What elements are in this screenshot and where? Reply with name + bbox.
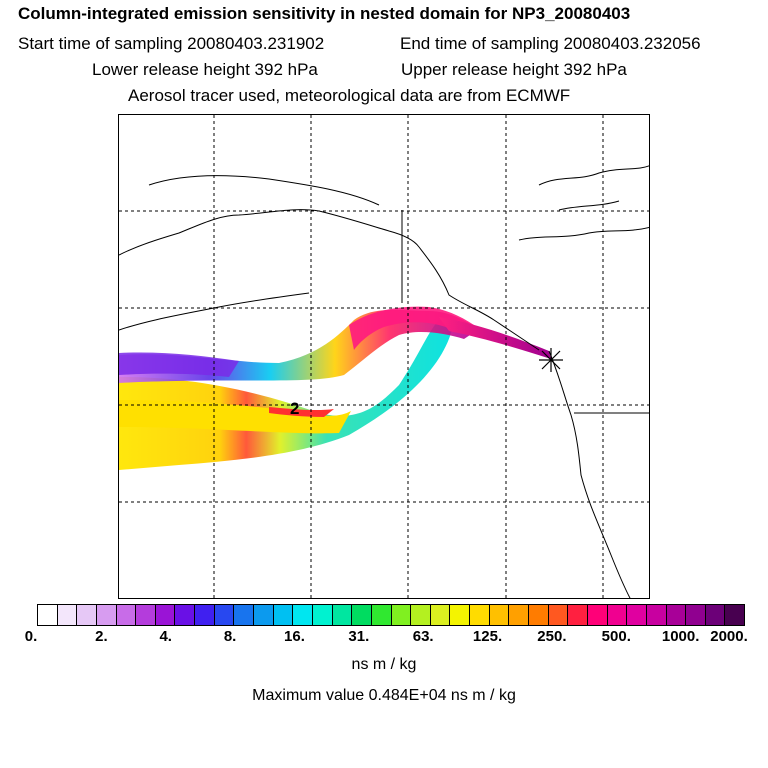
map-panel: 2 <box>118 114 650 599</box>
colorbar-swatch <box>293 605 313 625</box>
colorbar-swatch <box>352 605 372 625</box>
colorbar-swatch <box>450 605 471 625</box>
colorbar-swatch <box>234 605 255 625</box>
alaska-coast <box>119 209 540 351</box>
colorbar-swatch <box>725 605 745 625</box>
colorbar-swatch <box>529 605 549 625</box>
arctic-islands <box>518 165 649 241</box>
end-time: End time of sampling 20080403.232056 <box>400 34 701 53</box>
release-point-marker <box>539 348 563 372</box>
plume-upper-violet <box>119 352 239 377</box>
release-height-line: Lower release height 392 hPa Upper relea… <box>92 60 627 80</box>
colorbar-tick-label: 2. <box>95 628 108 645</box>
plume-lower-core <box>119 400 351 434</box>
colorbar-swatch <box>548 605 569 625</box>
colorbar-swatch <box>214 605 235 625</box>
colorbar-tick-label: 4. <box>159 628 172 645</box>
colorbar-swatch <box>587 605 608 625</box>
colorbar-swatch <box>332 605 353 625</box>
west-coast-na <box>548 350 631 598</box>
north-coast <box>148 175 380 206</box>
colorbar-swatch <box>666 605 687 625</box>
colorbar-ticks: 0. 2. 4. 8. 16. 31. 63. 125. 250. 500. 1000. 2000. <box>0 628 768 648</box>
colorbar-tick-label: 0. <box>24 628 38 645</box>
colorbar-tick-label: 2000. <box>710 628 748 645</box>
colorbar-swatch <box>489 605 510 625</box>
colorbar-swatch <box>391 605 412 625</box>
aleutian-chain <box>119 292 310 331</box>
colorbar-swatch <box>509 605 530 625</box>
colorbar-swatch <box>411 605 431 625</box>
colorbar-swatch <box>627 605 647 625</box>
colorbar-tick-label: 1000. <box>661 628 700 645</box>
lat-lon-grid <box>119 115 649 598</box>
colorbar-swatch <box>705 605 726 625</box>
colorbar-swatch <box>568 605 588 625</box>
plot-title: Column-integrated emission sensitivity i… <box>18 4 631 23</box>
colorbar-swatch <box>312 605 333 625</box>
colorbar-tick-label: 63. <box>412 628 434 645</box>
sampling-times-line: Start time of sampling 20080403.231902 E… <box>18 34 701 54</box>
colorbar-swatch <box>646 605 667 625</box>
colorbar-tick-label: 31. <box>348 628 370 645</box>
colorbar-swatch <box>57 605 78 625</box>
start-time: Start time of sampling 20080403.231902 <box>18 34 325 53</box>
colorbar-swatch <box>155 605 176 625</box>
colorbar-tick-label: 250. <box>537 628 567 645</box>
colorbar-swatch <box>195 605 215 625</box>
colorbar-swatch <box>116 605 137 625</box>
plume-upper-ridge <box>349 306 474 350</box>
colorbar-swatch <box>607 605 628 625</box>
colorbar-swatch <box>136 605 156 625</box>
colorbar-tick-label: 16. <box>284 628 305 645</box>
colorbar-tick-label: 8. <box>223 628 237 645</box>
colorbar-swatch <box>254 605 274 625</box>
colorbar-tick-label: 125. <box>472 628 503 645</box>
maximum-value: Maximum value 0.484E+04 ns m / kg <box>252 687 516 704</box>
colorbar-swatch <box>430 605 451 625</box>
colorbar-swatch <box>273 605 294 625</box>
colorbar <box>37 604 745 626</box>
colorbar-tick-label: 500. <box>601 628 631 645</box>
model-info: Aerosol tracer used, meteorological data… <box>128 86 571 105</box>
colorbar-swatch <box>371 605 392 625</box>
plume-lower-band <box>119 320 454 470</box>
map-label: 2 <box>290 399 299 418</box>
colorbar-swatch <box>686 605 706 625</box>
colorbar-swatch <box>470 605 490 625</box>
map-canvas: 2 <box>119 115 649 598</box>
upper-release-height: Upper release height 392 hPa <box>401 60 627 79</box>
colorbar-swatch <box>175 605 196 625</box>
coastlines <box>119 165 649 598</box>
plume-lower-red-streak <box>269 407 334 417</box>
colorbar-swatch <box>38 605 58 625</box>
colorbar-swatch <box>77 605 97 625</box>
lower-release-height: Lower release height 392 hPa <box>92 60 318 79</box>
plume-tail <box>439 317 551 359</box>
colorbar-swatch <box>96 605 117 625</box>
colorbar-units: ns m / kg <box>351 656 417 673</box>
